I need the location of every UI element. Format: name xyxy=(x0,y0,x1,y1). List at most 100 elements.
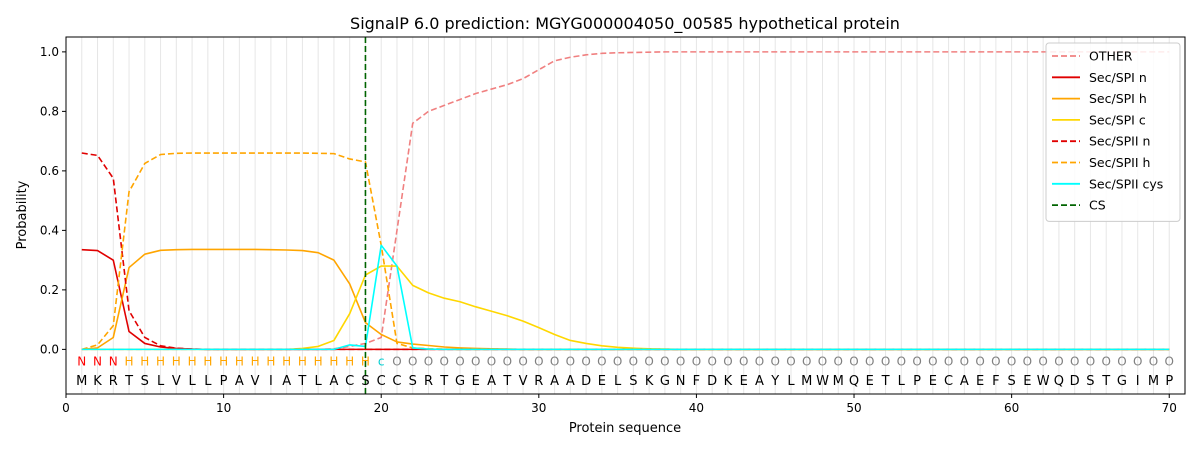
sequence-labels: NMNKNRHTHSHLHVHLHLHPHAHVHIHAHTHLHAHCHScC… xyxy=(76,355,1174,389)
region-label: O xyxy=(707,355,716,369)
legend-label: Sec/SPI h xyxy=(1089,91,1147,106)
region-label: O xyxy=(755,355,764,369)
residue-label: I xyxy=(269,374,273,389)
legend-label: Sec/SPII cys xyxy=(1089,176,1163,191)
x-tick-label: 40 xyxy=(689,401,704,415)
region-label: O xyxy=(881,355,890,369)
residue-label: L xyxy=(787,374,795,389)
residue-label: E xyxy=(976,374,984,389)
region-label: O xyxy=(692,355,701,369)
region-label: O xyxy=(770,355,779,369)
residue-label: A xyxy=(566,374,575,389)
residue-label: A xyxy=(755,374,764,389)
residue-label: S xyxy=(1008,374,1016,389)
residue-label: W xyxy=(1037,374,1050,389)
region-label: H xyxy=(314,355,323,369)
region-label: O xyxy=(960,355,969,369)
residue-label: A xyxy=(487,374,496,389)
chart-title: SignalP 6.0 prediction: MGYG000004050_00… xyxy=(350,14,900,34)
series-line-sec-spi-n xyxy=(81,248,1170,351)
plot-frame xyxy=(65,36,1186,395)
region-label: O xyxy=(818,355,827,369)
residue-label: T xyxy=(297,374,306,389)
x-axis-ticks: 0 10 20 30 40 50 60 70 xyxy=(62,394,1177,415)
residue-label: R xyxy=(109,374,118,389)
region-label: O xyxy=(613,355,622,369)
residue-label: R xyxy=(424,374,433,389)
series-line-sec-spii-h xyxy=(81,152,1170,351)
residue-label: S xyxy=(629,374,637,389)
residue-label: T xyxy=(1101,374,1110,389)
residue-label: A xyxy=(960,374,969,389)
series-line-sec-spi-h xyxy=(81,248,1170,351)
region-label: H xyxy=(251,355,260,369)
region-label: O xyxy=(455,355,464,369)
residue-label: F xyxy=(693,374,700,389)
x-tick-label: 30 xyxy=(531,401,546,415)
region-label: O xyxy=(1038,355,1047,369)
region-label: O xyxy=(1054,355,1063,369)
region-label: O xyxy=(1117,355,1126,369)
x-tick-label: 20 xyxy=(374,401,389,415)
region-label: H xyxy=(188,355,197,369)
residue-label: A xyxy=(550,374,559,389)
region-label: H xyxy=(156,355,165,369)
region-label: c xyxy=(378,355,385,369)
y-tick-label: 0.8 xyxy=(40,104,59,118)
residue-label: V xyxy=(519,374,528,389)
residue-label: F xyxy=(992,374,999,389)
residue-label: E xyxy=(740,374,748,389)
residue-label: L xyxy=(204,374,212,389)
region-label: N xyxy=(77,355,86,369)
y-tick-label: 0.4 xyxy=(40,223,59,237)
region-label: O xyxy=(723,355,732,369)
residue-label: C xyxy=(944,374,953,389)
region-label: O xyxy=(487,355,496,369)
region-label: O xyxy=(518,355,527,369)
residue-label: T xyxy=(439,374,448,389)
region-label: O xyxy=(802,355,811,369)
region-label: O xyxy=(503,355,512,369)
residue-label: D xyxy=(581,374,591,389)
grid-lines xyxy=(81,37,1170,394)
residue-label: T xyxy=(881,374,890,389)
residue-label: G xyxy=(455,374,465,389)
residue-label: P xyxy=(220,374,228,389)
residue-label: L xyxy=(898,374,906,389)
legend-label: Sec/SPI n xyxy=(1089,70,1147,85)
x-axis-label: Protein sequence xyxy=(569,421,681,436)
region-label: H xyxy=(329,355,338,369)
y-axis-label: Probability xyxy=(15,180,30,249)
region-label: O xyxy=(676,355,685,369)
residue-label: Y xyxy=(770,374,779,389)
series-line-sec-spii-cys xyxy=(81,244,1170,351)
region-label: O xyxy=(944,355,953,369)
y-tick-label: 0.2 xyxy=(40,283,59,297)
x-tick-label: 10 xyxy=(216,401,231,415)
region-label: O xyxy=(849,355,858,369)
y-tick-label: 1.0 xyxy=(40,45,59,59)
region-label: O xyxy=(581,355,590,369)
residue-label: W xyxy=(816,374,829,389)
region-label: O xyxy=(1133,355,1142,369)
legend-label: Sec/SPII h xyxy=(1089,155,1150,170)
residue-label: T xyxy=(124,374,133,389)
x-tick-label: 60 xyxy=(1004,401,1019,415)
region-label: H xyxy=(282,355,291,369)
region-label: H xyxy=(266,355,275,369)
residue-label: M xyxy=(76,374,87,389)
residue-label: A xyxy=(329,374,338,389)
residue-label: D xyxy=(707,374,717,389)
region-label: O xyxy=(975,355,984,369)
residue-label: G xyxy=(660,374,670,389)
region-label: O xyxy=(786,355,795,369)
region-label: O xyxy=(991,355,1000,369)
series-line-other xyxy=(81,51,1170,351)
residue-label: S xyxy=(1086,374,1094,389)
residue-label: L xyxy=(315,374,323,389)
region-label: O xyxy=(534,355,543,369)
residue-label: L xyxy=(614,374,622,389)
residue-label: I xyxy=(1136,374,1140,389)
residue-label: Q xyxy=(849,374,859,389)
